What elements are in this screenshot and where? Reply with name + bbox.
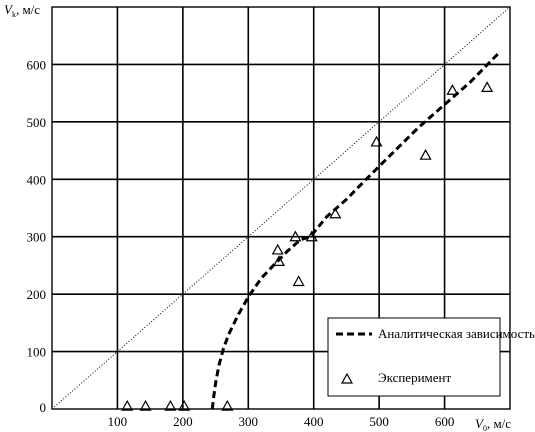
x-tick-label: 100 (108, 414, 128, 429)
experiment-point (139, 399, 152, 411)
experiment-point (481, 81, 494, 92)
y-tick-label: 300 (27, 230, 47, 245)
y-tick-label: 0 (40, 400, 47, 415)
x-tick-label: 400 (304, 414, 324, 429)
x-tick-label: 200 (173, 414, 193, 429)
grid (52, 7, 510, 409)
x-tick-label: 500 (369, 414, 389, 429)
experiment-point (164, 399, 177, 411)
experiment-point (446, 84, 459, 95)
experiment-point (273, 255, 286, 267)
experiment-point (121, 399, 134, 411)
experiment-point (419, 148, 432, 160)
series (51, 6, 511, 411)
legend: Аналитическая зависимость Эксперимент (327, 317, 535, 397)
experiment-point (292, 275, 305, 287)
experiment-point (370, 135, 383, 147)
legend-label-analytic: Аналитическая зависимость (378, 326, 535, 341)
experiment-point (221, 399, 234, 411)
diagonal-reference-line (51, 6, 511, 410)
experiment-point (271, 243, 284, 255)
y-axis-label: Vk, м/с (4, 2, 40, 19)
experiment-point (289, 230, 302, 242)
legend-label-experiment: Эксперимент (378, 370, 451, 385)
analytic-curve (210, 51, 500, 410)
y-tick-label: 100 (27, 345, 47, 360)
y-tick-label: 400 (27, 172, 47, 187)
tick-labels: 100 200 300 400 500 600 0 100 200 300 400 500 600 (27, 57, 455, 429)
y-tick-label: 500 (27, 115, 47, 130)
legend-box (327, 317, 501, 397)
x-tick-label: 300 (239, 414, 259, 429)
x-tick-label: 600 (435, 414, 455, 429)
y-tick-label: 600 (27, 57, 47, 72)
plot-frame (51, 6, 511, 410)
legend-triangle-swatch (340, 372, 354, 384)
experiment-point (305, 230, 318, 242)
experiment-point (329, 207, 342, 219)
x-axis-label: V0, м/с (475, 416, 511, 432)
experiment-point (178, 399, 191, 411)
y-tick-label: 200 (27, 287, 47, 302)
